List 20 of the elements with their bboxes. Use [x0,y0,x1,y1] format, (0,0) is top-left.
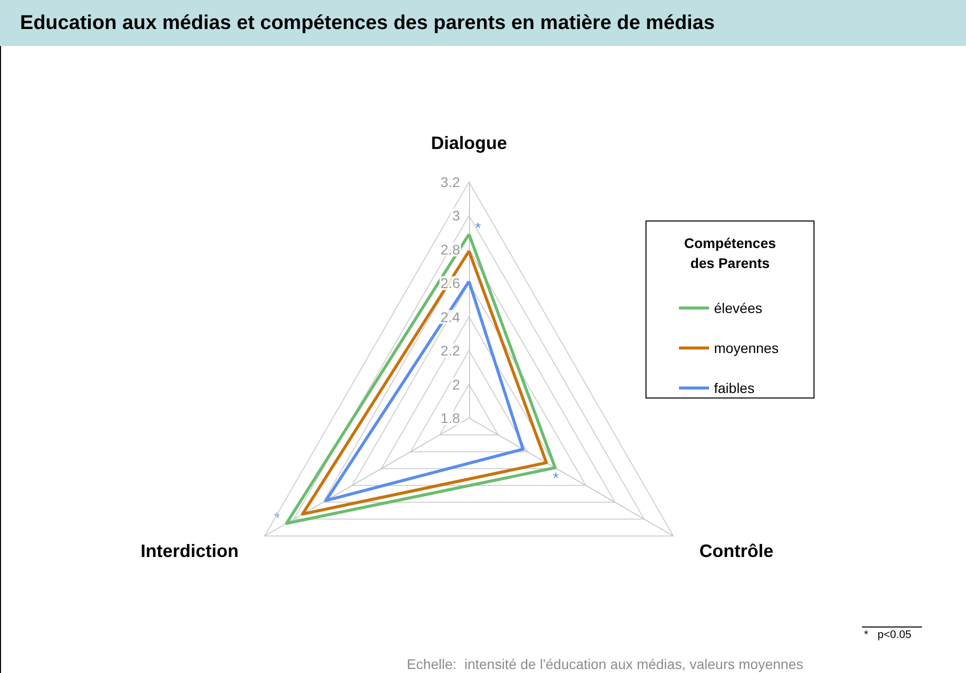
text: * p<0.05 [864,629,912,641]
y-tick-label: 3.2 [440,174,460,190]
y-tick-label: 1.8 [440,410,460,426]
y-tick-label: 2.6 [440,275,460,292]
legend-title: Compétences des Parents [684,235,776,271]
text: * [552,470,559,488]
y-tick-label: 2.2 [440,342,460,359]
y-tick-label: 2.4 [440,308,460,325]
text: Echelle: intensité de l'éducation aux médias, valeurs moyennes [406,656,804,672]
y-tick-label: 3 [452,208,460,224]
text: * [475,220,481,237]
spoke-label: Interdiction [140,541,239,561]
y-tick-label: 2 [452,376,460,392]
legend-label: faibles [714,380,754,396]
legend-label: élevées [714,300,762,316]
spoke-label: Dialogue [430,133,508,153]
spoke-label: Contrôle [699,541,774,561]
y-tick-label: 2.8 [440,241,460,258]
legend-label: moyennes [714,340,779,356]
chart-title: Education aux médias et compétences des parents en matière de médias [20,12,715,34]
